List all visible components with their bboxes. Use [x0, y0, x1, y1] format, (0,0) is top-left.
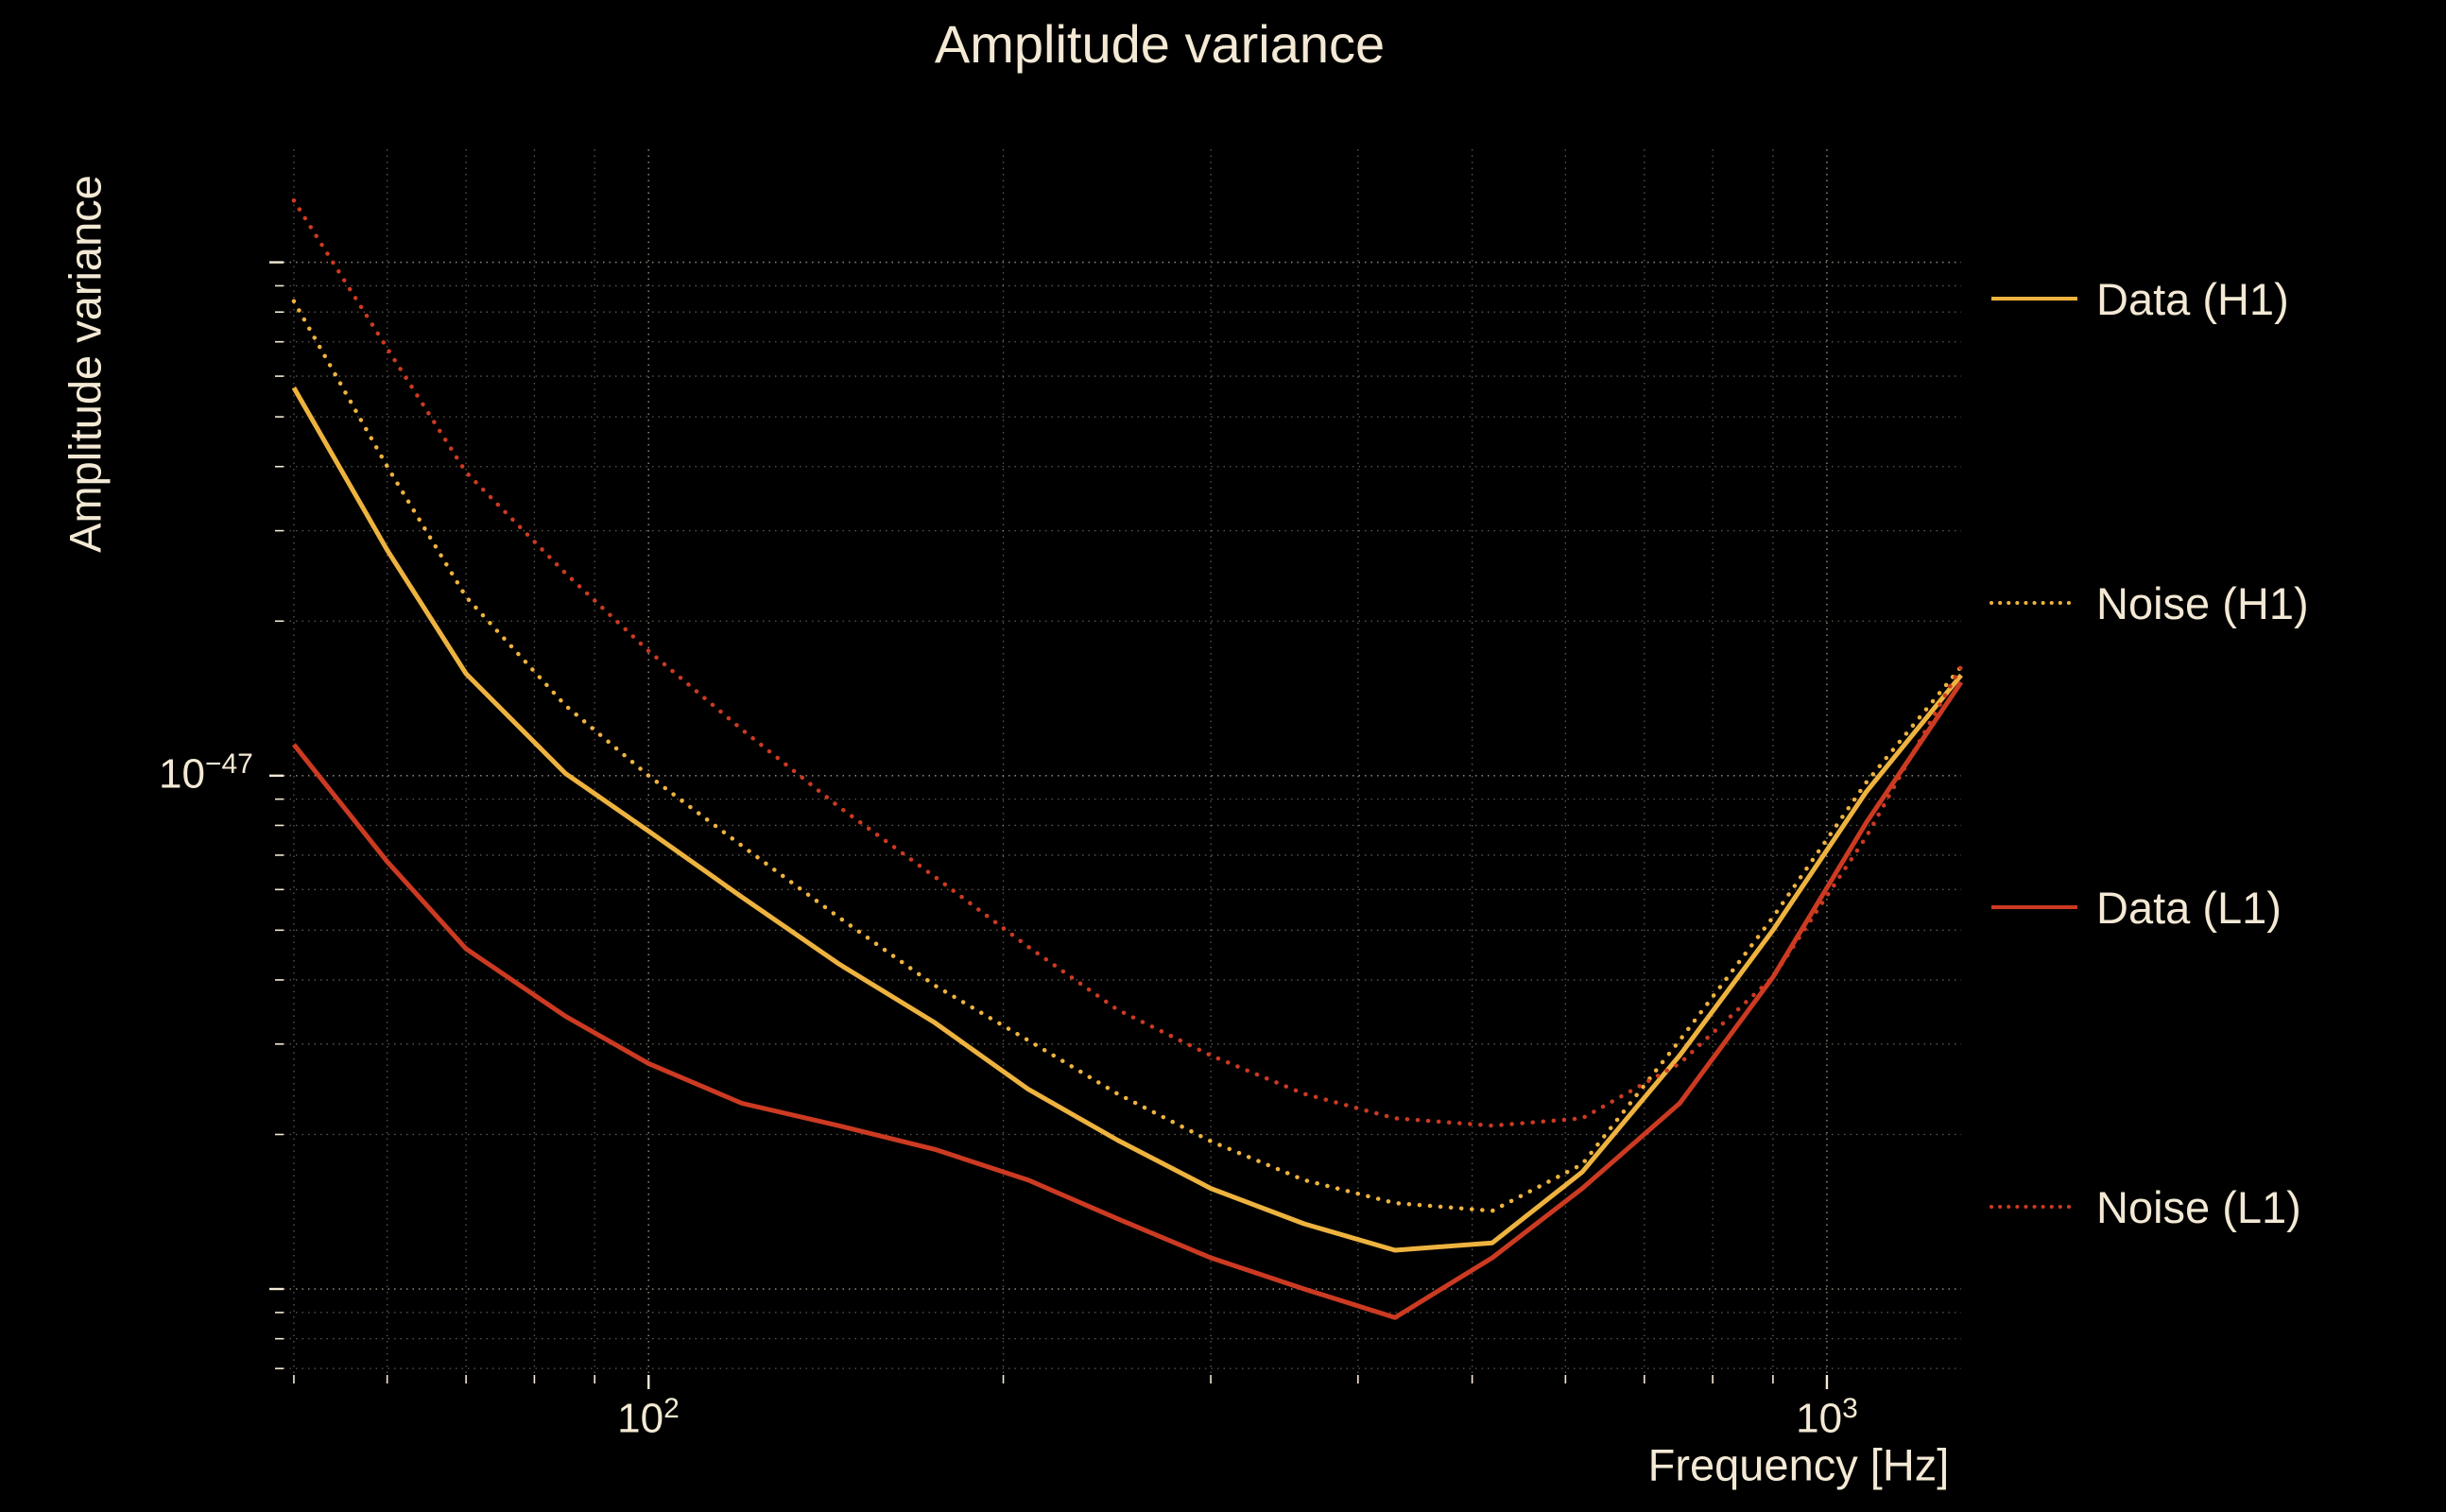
x-tick-label-1000: 103	[1796, 1393, 1858, 1443]
x-tick-base: 10	[1796, 1395, 1843, 1442]
chart-title: Amplitude variance	[934, 14, 1386, 74]
legend-entry-noise-h1: Noise (H1)	[1990, 573, 2309, 633]
legend-label: Noise (H1)	[2096, 577, 2309, 628]
legend-entry-noise-l1: Noise (L1)	[1990, 1177, 2301, 1237]
data-curves	[291, 198, 1964, 1320]
grid-major-lines	[284, 149, 1961, 1375]
x-tick-label-100: 102	[617, 1393, 680, 1443]
axis-tick-marks	[269, 261, 1829, 1389]
legend-label: Data (H1)	[2096, 273, 2289, 324]
y-tick-exponent: −47	[204, 748, 253, 781]
x-axis-label: Frequency [Hz]	[1647, 1439, 1950, 1490]
x-tick-exponent: 2	[663, 1393, 680, 1424]
legend-line-sample	[1990, 601, 2079, 605]
x-tick-exponent: 3	[1842, 1393, 1858, 1424]
grid-minor-lines	[284, 149, 1961, 1375]
legend: Data (H1) Noise (H1) Data (L1) Noise (L1…	[1990, 0, 2443, 1512]
x-tick-base: 10	[617, 1395, 664, 1442]
y-axis-label: Amplitude variance	[60, 175, 111, 553]
legend-line-sample	[1991, 297, 2077, 301]
legend-label: Noise (L1)	[2096, 1181, 2301, 1232]
y-tick-label-1e-47: 10−47	[159, 748, 253, 799]
legend-entry-data-h1: Data (H1)	[1990, 268, 2289, 329]
legend-label: Data (L1)	[2096, 882, 2282, 933]
legend-entry-data-l1: Data (L1)	[1990, 877, 2282, 937]
y-tick-base: 10	[159, 750, 205, 798]
legend-line-sample	[1990, 1205, 2079, 1209]
legend-line-sample	[1991, 905, 2077, 909]
